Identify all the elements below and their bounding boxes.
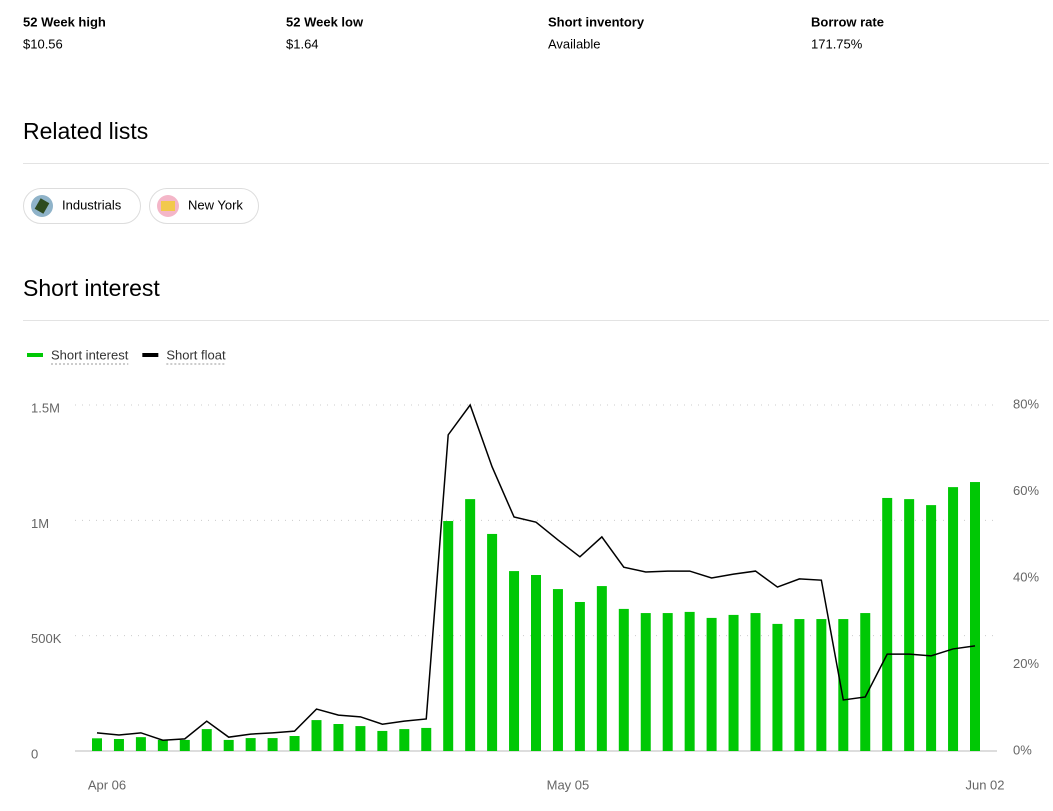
stat-value: $10.56: [23, 36, 63, 51]
bar: [531, 575, 541, 751]
bar: [640, 613, 651, 751]
chip-bg: [149, 188, 259, 224]
bar: [443, 521, 454, 751]
x-tick-label: May 05: [547, 777, 590, 792]
bar: [552, 589, 563, 751]
chip-bg: [23, 188, 141, 224]
bar: [487, 533, 498, 751]
x-tick-label: Jun 02: [965, 777, 1004, 792]
chip-label: New York: [188, 197, 243, 212]
bar: [772, 623, 783, 751]
y2-tick-label: 20%: [1013, 656, 1039, 671]
bar: [92, 738, 102, 751]
stat-value: 171.75%: [811, 36, 863, 51]
bar: [794, 619, 805, 751]
bar: [904, 499, 915, 751]
bar: [926, 505, 937, 751]
chip-icon: [34, 198, 50, 214]
bar: [596, 586, 607, 751]
y2-tick-label: 80%: [1013, 396, 1039, 411]
section-title: Short interest: [23, 275, 160, 301]
legend-swatch: [142, 353, 159, 357]
bar: [333, 724, 344, 751]
bar: [948, 487, 959, 751]
bar: [970, 482, 980, 751]
bar: [838, 619, 849, 751]
bar: [750, 613, 761, 751]
legend-label: Short interest: [51, 347, 129, 362]
stat-label: Borrow rate: [811, 14, 884, 29]
y2-tick-label: 60%: [1013, 483, 1039, 498]
bar: [662, 613, 673, 751]
section-title: Related lists: [23, 118, 148, 144]
stat-label: 52 Week high: [23, 14, 106, 29]
bar: [684, 611, 695, 751]
line: [96, 403, 976, 741]
bar: [311, 720, 322, 751]
y2-tick-label: 0%: [1013, 742, 1032, 757]
chart: Short interest Short float 0 500K 1M 1.5M 0% 20…: [27, 347, 1039, 792]
stat-label: 52 Week low: [286, 14, 364, 29]
bar: [399, 729, 410, 751]
bar: [706, 617, 717, 751]
bar: [860, 613, 871, 751]
legend-swatch: [27, 353, 43, 357]
bar: [223, 739, 234, 751]
y-tick-label: 0: [31, 746, 38, 761]
x-tick-label: Apr 06: [88, 777, 126, 792]
bar: [355, 726, 366, 751]
bar: [289, 736, 300, 751]
bar: [816, 619, 827, 751]
bar: [618, 608, 629, 751]
bar: [882, 497, 893, 751]
y2-tick-label: 40%: [1013, 569, 1039, 584]
bar: [267, 738, 278, 751]
bar: [135, 737, 146, 751]
bar: [113, 739, 124, 751]
bar: [245, 738, 256, 751]
legend-label: Short float: [166, 347, 226, 362]
y-tick-label: 500K: [31, 631, 62, 646]
chip-icon: [161, 201, 175, 211]
bar: [421, 727, 432, 751]
stat-value: $1.64: [286, 36, 319, 51]
bar: [574, 601, 585, 751]
bar: [157, 739, 168, 751]
bar: [728, 614, 739, 751]
bar: [465, 499, 476, 751]
bar: [201, 729, 212, 751]
bar: [179, 739, 190, 751]
stat-label: Short inventory: [548, 14, 645, 29]
y-tick-label: 1M: [31, 516, 49, 531]
chip-label: Industrials: [62, 197, 122, 212]
y-tick-label: 1.5M: [31, 400, 60, 415]
bar: [377, 730, 388, 751]
list-chip[interactable]: New York: [149, 188, 259, 224]
bar: [509, 571, 520, 751]
list-chip[interactable]: Industrials: [23, 188, 141, 224]
stat-value: Available: [548, 36, 601, 51]
